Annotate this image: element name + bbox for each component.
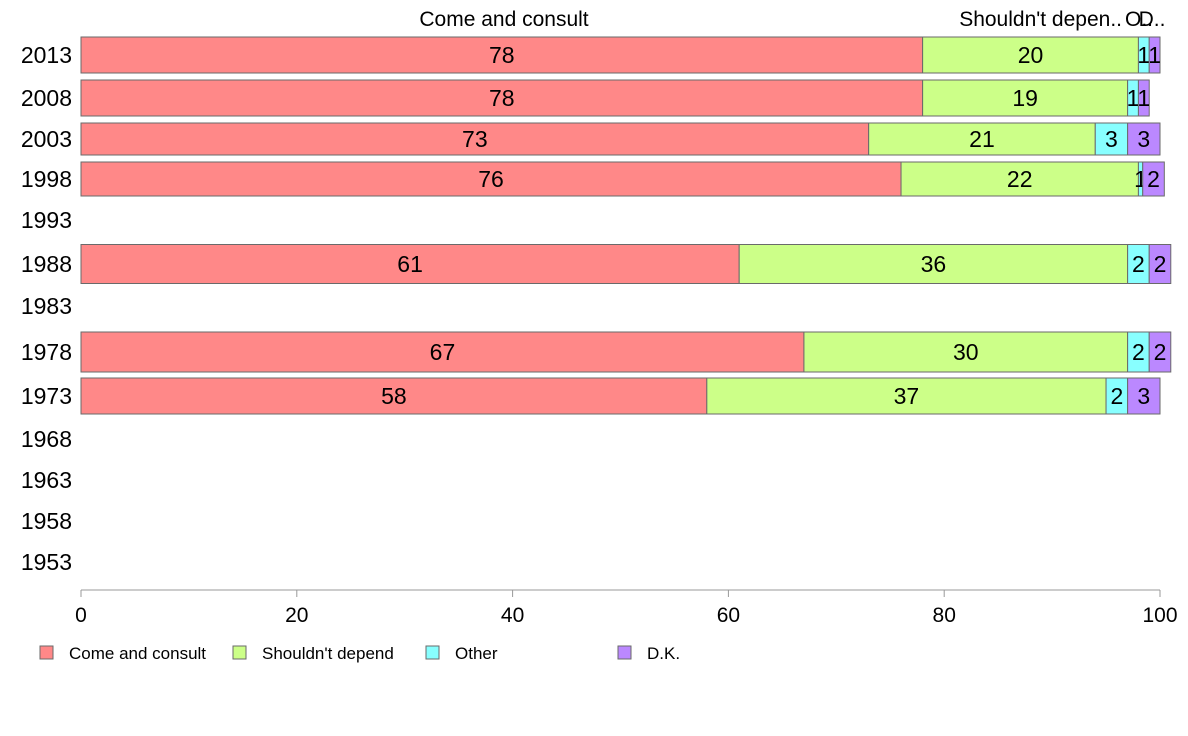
- top-label-3: D..: [1139, 8, 1166, 31]
- data-label-1998-3: 2: [1147, 166, 1160, 192]
- legend-label-2: Other: [455, 644, 498, 663]
- data-label-2003-2: 3: [1105, 126, 1118, 152]
- data-label-2008-3: 1: [1137, 85, 1150, 111]
- bar-2003-come-and-consult: [80, 122, 870, 156]
- year-label-1958: 1958: [21, 508, 72, 534]
- data-label-2003-1: 21: [969, 126, 995, 152]
- bar-1998-d-k-: [1142, 161, 1165, 197]
- data-label-1978-3: 2: [1154, 339, 1167, 365]
- bar-1973-come-and-consult: [80, 377, 708, 415]
- x-tick-label-80: 80: [933, 604, 956, 627]
- data-label-2013-2: 1: [1137, 42, 1150, 68]
- legend-swatch-2: [425, 645, 440, 660]
- legend-label-3: D.K.: [647, 644, 680, 663]
- year-label-1973: 1973: [21, 383, 72, 409]
- data-label-1978-1: 30: [953, 339, 979, 365]
- bar-1973-d-k-: [1127, 377, 1161, 415]
- year-label-2008: 2008: [21, 85, 72, 111]
- x-tick-label-40: 40: [501, 604, 524, 627]
- bar-1973-shouldn-t-depend: [706, 377, 1107, 415]
- data-label-1978-0: 67: [430, 339, 456, 365]
- data-label-1998-1: 22: [1007, 166, 1033, 192]
- data-label-1978-2: 2: [1132, 339, 1145, 365]
- legend-swatch-1: [232, 645, 247, 660]
- year-label-1988: 1988: [21, 251, 72, 277]
- year-label-2003: 2003: [21, 126, 72, 152]
- year-label-1993: 1993: [21, 207, 72, 233]
- bar-1978-d-k-: [1148, 331, 1172, 373]
- x-tick-label-20: 20: [285, 604, 308, 627]
- bar-1988-d-k-: [1148, 244, 1172, 284]
- year-label-1953: 1953: [21, 549, 72, 575]
- data-label-2013-1: 20: [1018, 42, 1044, 68]
- legend-label-0: Come and consult: [69, 644, 206, 663]
- year-label-2013: 2013: [21, 42, 72, 68]
- x-tick-label-0: 0: [75, 604, 87, 627]
- year-label-1983: 1983: [21, 293, 72, 319]
- bar-1998-shouldn-t-depend: [900, 161, 1139, 197]
- year-label-1968: 1968: [21, 426, 72, 452]
- data-label-1998-0: 76: [478, 166, 504, 192]
- top-label-1: Shouldn't depen..: [959, 8, 1122, 31]
- data-label-1988-3: 2: [1154, 251, 1167, 277]
- data-label-1988-2: 2: [1132, 251, 1145, 277]
- bar-2008-come-and-consult: [80, 79, 924, 117]
- x-tick-label-60: 60: [717, 604, 740, 627]
- top-label-0: Come and consult: [419, 8, 588, 31]
- legend-swatch-3: [617, 645, 632, 660]
- data-label-1973-2: 2: [1110, 383, 1123, 409]
- data-label-2003-0: 73: [462, 126, 488, 152]
- bar-2008-d-k-: [1137, 79, 1150, 117]
- data-label-1973-0: 58: [381, 383, 407, 409]
- x-tick-label-100: 100: [1142, 604, 1177, 627]
- legend-label-1: Shouldn't depend: [262, 644, 394, 663]
- top-label-2: O..: [1125, 8, 1153, 31]
- bar-1978-come-and-consult: [80, 331, 805, 373]
- data-label-2008-1: 19: [1012, 85, 1038, 111]
- year-label-1963: 1963: [21, 467, 72, 493]
- data-label-1973-3: 3: [1137, 383, 1150, 409]
- data-label-2008-0: 78: [489, 85, 515, 111]
- data-label-2003-3: 3: [1137, 126, 1150, 152]
- data-label-1988-1: 36: [921, 251, 947, 277]
- bar-2013-d-k-: [1148, 36, 1161, 74]
- data-label-1988-0: 61: [397, 251, 423, 277]
- data-label-2013-3: 1: [1148, 42, 1161, 68]
- bar-1998-come-and-consult: [80, 161, 902, 197]
- data-label-1973-1: 37: [894, 383, 920, 409]
- data-label-2008-2: 1: [1127, 85, 1140, 111]
- bar-2003-d-k-: [1127, 122, 1161, 156]
- bar-2003-other: [1094, 122, 1129, 156]
- year-label-1978: 1978: [21, 339, 72, 365]
- data-label-2013-0: 78: [489, 42, 515, 68]
- bar-2003-shouldn-t-depend: [868, 122, 1096, 156]
- bar-1988-shouldn-t-depend: [738, 244, 1129, 284]
- bar-2013-shouldn-t-depend: [922, 36, 1139, 74]
- legend-swatch-0: [39, 645, 54, 660]
- year-label-1998: 1998: [21, 166, 72, 192]
- bar-1978-shouldn-t-depend: [803, 331, 1129, 373]
